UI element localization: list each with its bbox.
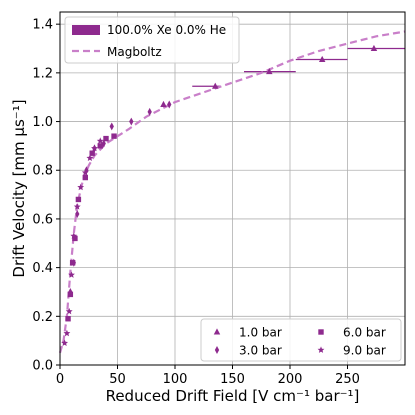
point-3-0-bar (101, 139, 106, 148)
legend-9bar-marker (317, 346, 325, 353)
point-6-0-bar (69, 260, 76, 266)
x-tick-label: 100 (163, 372, 188, 387)
point-6-0-bar (67, 291, 74, 298)
y-tick-label: 1.2 (32, 66, 53, 81)
x-tick-label: 150 (220, 372, 245, 387)
legend-top: 100.0% Xe 0.0% He Magboltz (64, 16, 240, 64)
legend-marker (213, 328, 221, 335)
point-6-0-bar (72, 235, 78, 242)
point-9-0-bar (68, 271, 75, 278)
y-tick-label: 0.2 (32, 310, 53, 325)
legend-6bar-label: 6.0 bar (343, 326, 386, 340)
point-6-0-bar (82, 174, 88, 181)
legend-band-label: 100.0% Xe 0.0% He (107, 23, 226, 37)
point-9-0-bar (81, 169, 89, 176)
x-tick-label: 200 (278, 372, 303, 387)
x-tick-label: 250 (335, 372, 360, 387)
point-1-0-bar (212, 82, 219, 89)
point-6-0-bar (89, 150, 95, 156)
y-tick-label: 0.4 (32, 261, 53, 276)
point-6-0-bar (111, 133, 117, 139)
legend-band-swatch (72, 25, 100, 35)
legend-marker (214, 346, 220, 354)
legend-1bar-marker (213, 328, 221, 335)
legend-top-box (64, 16, 240, 64)
y-tick-label: 1.4 (32, 18, 53, 33)
legend-markers: 1.0 bar 3.0 bar 6.0 bar 9.0 bar (200, 318, 402, 362)
y-tick-label: 0.8 (32, 164, 53, 179)
point-6-0-bar (103, 135, 109, 142)
data-points (61, 44, 378, 346)
magboltz-curve-group (58, 30, 406, 354)
y-axis-label: Drift Velocity [mm μs⁻¹] (10, 99, 28, 277)
legend-marker (317, 346, 325, 353)
point-6-0-bar (65, 316, 71, 322)
point-1-0-bar (266, 68, 273, 75)
point-3-0-bar (129, 117, 134, 126)
legend-6bar-marker (318, 329, 324, 335)
legend-marker (318, 329, 324, 335)
legend-magboltz-label: Magboltz (107, 45, 162, 59)
point-6-0-bar (97, 143, 103, 149)
point-9-0-bar (86, 154, 94, 161)
legend-markers-box (200, 318, 402, 362)
point-3-0-bar (109, 122, 114, 131)
y-tick-label: 0.6 (32, 212, 53, 227)
legend-3bar-marker (214, 346, 220, 354)
y-tick-label: 0.0 (32, 359, 53, 374)
point-9-0-bar (63, 329, 71, 337)
x-tick-label: 0 (56, 372, 64, 387)
x-axis-label: Reduced Drift Field [V cm⁻¹ bar⁻¹] (106, 387, 360, 405)
point-9-0-bar (96, 137, 104, 144)
point-9-0-bar (73, 203, 81, 210)
point-1-0-bar (318, 55, 326, 62)
x-axis-ticks: 0 50 100 150 200 250 (56, 365, 360, 387)
point-9-0-bar (65, 307, 73, 315)
point-9-0-bar (61, 339, 69, 346)
grid-lines (59, 12, 405, 366)
magboltz-curve (58, 30, 406, 354)
point-1-0-bar (370, 44, 378, 52)
point-9-0-bar (70, 232, 78, 239)
point-1-0-bar (160, 100, 167, 108)
point-3-0-bar (167, 100, 172, 109)
y-tick-label: 1.0 (32, 115, 53, 130)
legend-3bar-label: 3.0 bar (239, 344, 282, 358)
legend-1bar-label: 1.0 bar (239, 326, 282, 340)
point-6-0-bar (75, 196, 82, 203)
y-axis-ticks: 0.0 0.2 0.4 0.6 0.8 1.0 1.2 1.4 (32, 18, 60, 374)
point-9-0-bar (77, 183, 85, 191)
point-9-0-bar (91, 144, 98, 152)
point-3-0-bar (75, 210, 80, 219)
legend-9bar-label: 9.0 bar (343, 344, 386, 358)
x-tick-label: 50 (109, 372, 126, 387)
point-3-0-bar (147, 107, 152, 116)
